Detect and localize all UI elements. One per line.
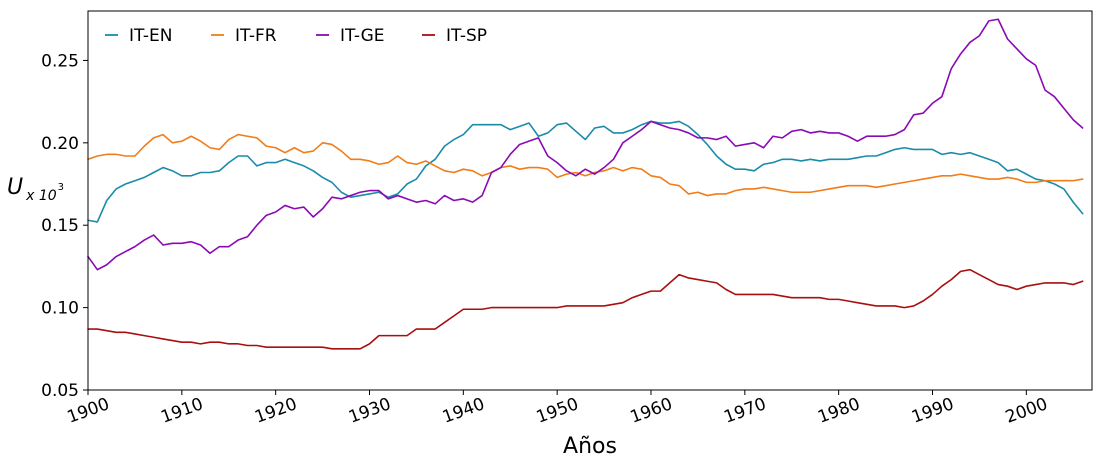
x-tick-label: 2000 bbox=[1003, 394, 1050, 428]
y-tick-label: 0.10 bbox=[41, 299, 79, 319]
plot-frame bbox=[87, 10, 1093, 391]
legend: IT-EN IT-FR IT-GE IT-SP bbox=[105, 26, 487, 46]
y-tick-label: 0.15 bbox=[41, 216, 79, 236]
x-tick-label: 1930 bbox=[346, 394, 393, 428]
y-axis-title-subscript: x 10 bbox=[25, 188, 57, 204]
x-tick-label: 1950 bbox=[534, 394, 581, 428]
y-axis-title-superscript: 3 bbox=[58, 182, 64, 193]
x-tick-label: 1990 bbox=[909, 394, 956, 428]
x-tick-label: 1980 bbox=[815, 394, 862, 428]
y-tick-label: 0.20 bbox=[41, 134, 79, 154]
y-tick-label: 0.25 bbox=[41, 51, 79, 71]
x-tick-label: 1970 bbox=[721, 394, 768, 428]
series-line-it-ge bbox=[87, 18, 1084, 271]
y-axis: 0.05 0.10 0.15 0.20 0.25 bbox=[41, 51, 88, 401]
series-line-it-sp bbox=[87, 268, 1084, 350]
y-tick-label: 0.05 bbox=[41, 381, 79, 401]
y-axis-title-main: U bbox=[7, 175, 23, 200]
legend-label-it-sp: IT-SP bbox=[446, 26, 487, 46]
x-tick-label: 1920 bbox=[252, 394, 299, 428]
series-line-it-en bbox=[87, 120, 1084, 223]
x-tick-label: 1910 bbox=[158, 394, 205, 428]
legend-label-it-fr: IT-FR bbox=[235, 26, 277, 46]
legend-label-it-ge: IT-GE bbox=[340, 26, 385, 46]
x-tick-label: 1960 bbox=[628, 394, 675, 428]
svg-text:Ux 103: Ux 103 bbox=[7, 175, 64, 204]
series-line-it-fr bbox=[87, 133, 1084, 197]
x-axis: 1900 1910 1920 1930 1940 1950 1960 1970 1980 1990… bbox=[65, 390, 1050, 428]
series-layer bbox=[87, 18, 1084, 350]
legend-label-it-en: IT-EN bbox=[129, 26, 172, 46]
x-tick-label: 1940 bbox=[440, 394, 487, 428]
plot-area bbox=[87, 10, 1093, 391]
x-axis-title: Años bbox=[563, 434, 617, 459]
